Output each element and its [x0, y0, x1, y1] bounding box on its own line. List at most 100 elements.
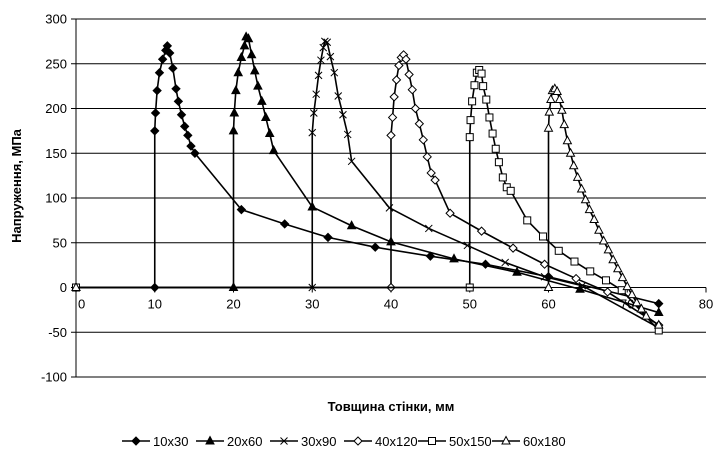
x-tick-label-20: 20	[226, 297, 240, 312]
data-point-10x30-25	[654, 298, 664, 309]
data-point-20x60-18	[346, 220, 357, 230]
data-point-30x90-7	[319, 43, 328, 52]
data-point-10x30-8	[162, 41, 173, 51]
data-point-40x120-17	[430, 175, 440, 185]
data-point-40x120-11	[407, 84, 417, 95]
legend-label-50x150: 50x150	[449, 434, 492, 449]
data-point-60x180-10	[559, 119, 570, 129]
x-tick-label-0: 0	[78, 297, 85, 312]
data-point-30x90-20	[540, 272, 549, 281]
data-point-20x60-2	[228, 125, 239, 135]
data-point-30x90-19	[501, 258, 510, 267]
data-point-10x30-15	[183, 130, 193, 141]
data-point-50x150-3	[466, 116, 475, 125]
series-10x30	[71, 41, 664, 309]
data-point-10x30-11	[171, 84, 181, 94]
data-point-30x90-12	[334, 92, 343, 100]
data-point-10x30-5	[154, 67, 165, 78]
data-point-20x60-13	[257, 95, 267, 105]
legend-item-60x180: 60x180	[492, 434, 566, 449]
data-point-30x90-2	[308, 128, 317, 137]
data-point-60x180-18	[589, 213, 600, 223]
data-point-20x60-14	[260, 111, 271, 121]
data-point-40x120-9	[401, 54, 411, 64]
data-point-40x120-2	[386, 130, 396, 141]
x-tick-label-60: 60	[541, 297, 555, 312]
data-point-30x90-17	[424, 224, 433, 233]
data-point-60x180-14	[572, 171, 583, 181]
series-line-20x60	[76, 36, 659, 314]
data-point-60x180-17	[584, 204, 595, 214]
data-point-10x30-6	[157, 54, 168, 64]
data-point-20x60-21	[512, 266, 522, 276]
data-point-40x120-13	[414, 119, 425, 129]
data-point-50x150-19	[538, 232, 547, 241]
y-tick-label-200: 200	[45, 101, 67, 116]
data-point-50x150-2	[465, 133, 474, 142]
data-point-60x180-19	[594, 224, 604, 234]
data-point-20x60-11	[249, 65, 260, 75]
x-tick-label-80: 80	[699, 297, 713, 312]
data-point-10x30-17	[190, 148, 200, 158]
series-line-30x90	[76, 40, 660, 329]
data-point-10x30-16	[186, 141, 196, 151]
data-point-60x180-22	[608, 254, 618, 264]
data-point-20x60-16	[268, 145, 279, 155]
x-tick-label-70: 70	[620, 297, 634, 312]
data-point-60x180-9	[557, 104, 567, 114]
data-point-10x30-21	[370, 242, 380, 252]
data-point-50x150-20	[554, 246, 563, 255]
legend-marker-30x90	[280, 437, 288, 445]
data-point-60x180-0	[71, 281, 81, 291]
data-point-60x180-4	[546, 93, 556, 104]
data-point-40x120-6	[394, 60, 404, 71]
y-axis-label: Напруження, МПа	[9, 128, 24, 243]
y-tick-label-50: 50	[53, 235, 67, 250]
legend-marker-50x150	[428, 437, 436, 445]
y-tick-label-0: 0	[60, 280, 67, 295]
data-point-30x90-9	[323, 38, 332, 47]
data-point-60x180-16	[580, 194, 591, 204]
y-tick-label-150: 150	[45, 146, 67, 161]
data-point-60x180-23	[612, 263, 623, 273]
legend-marker-40x120	[353, 436, 363, 446]
series-line-60x180	[76, 88, 660, 326]
data-point-40x120-12	[410, 103, 421, 114]
y-tick-label-250: 250	[45, 56, 67, 71]
data-point-10x30-9	[165, 48, 175, 58]
data-point-40x120-15	[422, 152, 432, 162]
data-point-50x150-12	[488, 129, 497, 138]
legend-label-10x30: 10x30	[153, 434, 188, 449]
data-point-40x120-18	[445, 208, 455, 218]
data-point-60x180-24	[617, 272, 628, 282]
data-point-60x180-1	[543, 281, 554, 291]
series-30x90	[72, 37, 663, 332]
x-tick-label-10: 10	[148, 297, 162, 312]
data-point-60x180-29	[641, 310, 651, 320]
series-60x180	[71, 83, 664, 329]
data-point-40x120-10	[404, 69, 414, 80]
data-point-20x60-12	[253, 80, 263, 90]
data-point-10x30-18	[236, 204, 247, 215]
data-point-20x60-20	[449, 253, 459, 263]
data-point-10x30-10	[168, 63, 178, 73]
data-point-60x180-12	[565, 147, 576, 157]
data-point-30x90-8	[320, 37, 329, 46]
data-point-20x60-7	[239, 40, 250, 50]
data-point-30x90-15	[347, 157, 356, 166]
series-lines	[71, 31, 664, 335]
data-point-50x150-4	[468, 97, 477, 106]
data-point-50x150-21	[570, 257, 579, 266]
data-point-60x180-25	[622, 281, 633, 291]
data-point-10x30-19	[279, 219, 290, 229]
legend-marker-10x30	[131, 436, 141, 446]
data-point-40x120-5	[391, 75, 402, 85]
data-point-50x150-22	[586, 267, 595, 276]
legend-label-40x120: 40x120	[375, 434, 418, 449]
data-point-40x120-3	[387, 112, 398, 123]
data-point-50x150-14	[494, 158, 503, 167]
series-50x150	[72, 66, 663, 335]
legend-item-30x90: 30x90	[270, 434, 336, 449]
y-tick-label-100: 100	[45, 191, 67, 206]
legend-item-40x120: 40x120	[344, 434, 418, 449]
